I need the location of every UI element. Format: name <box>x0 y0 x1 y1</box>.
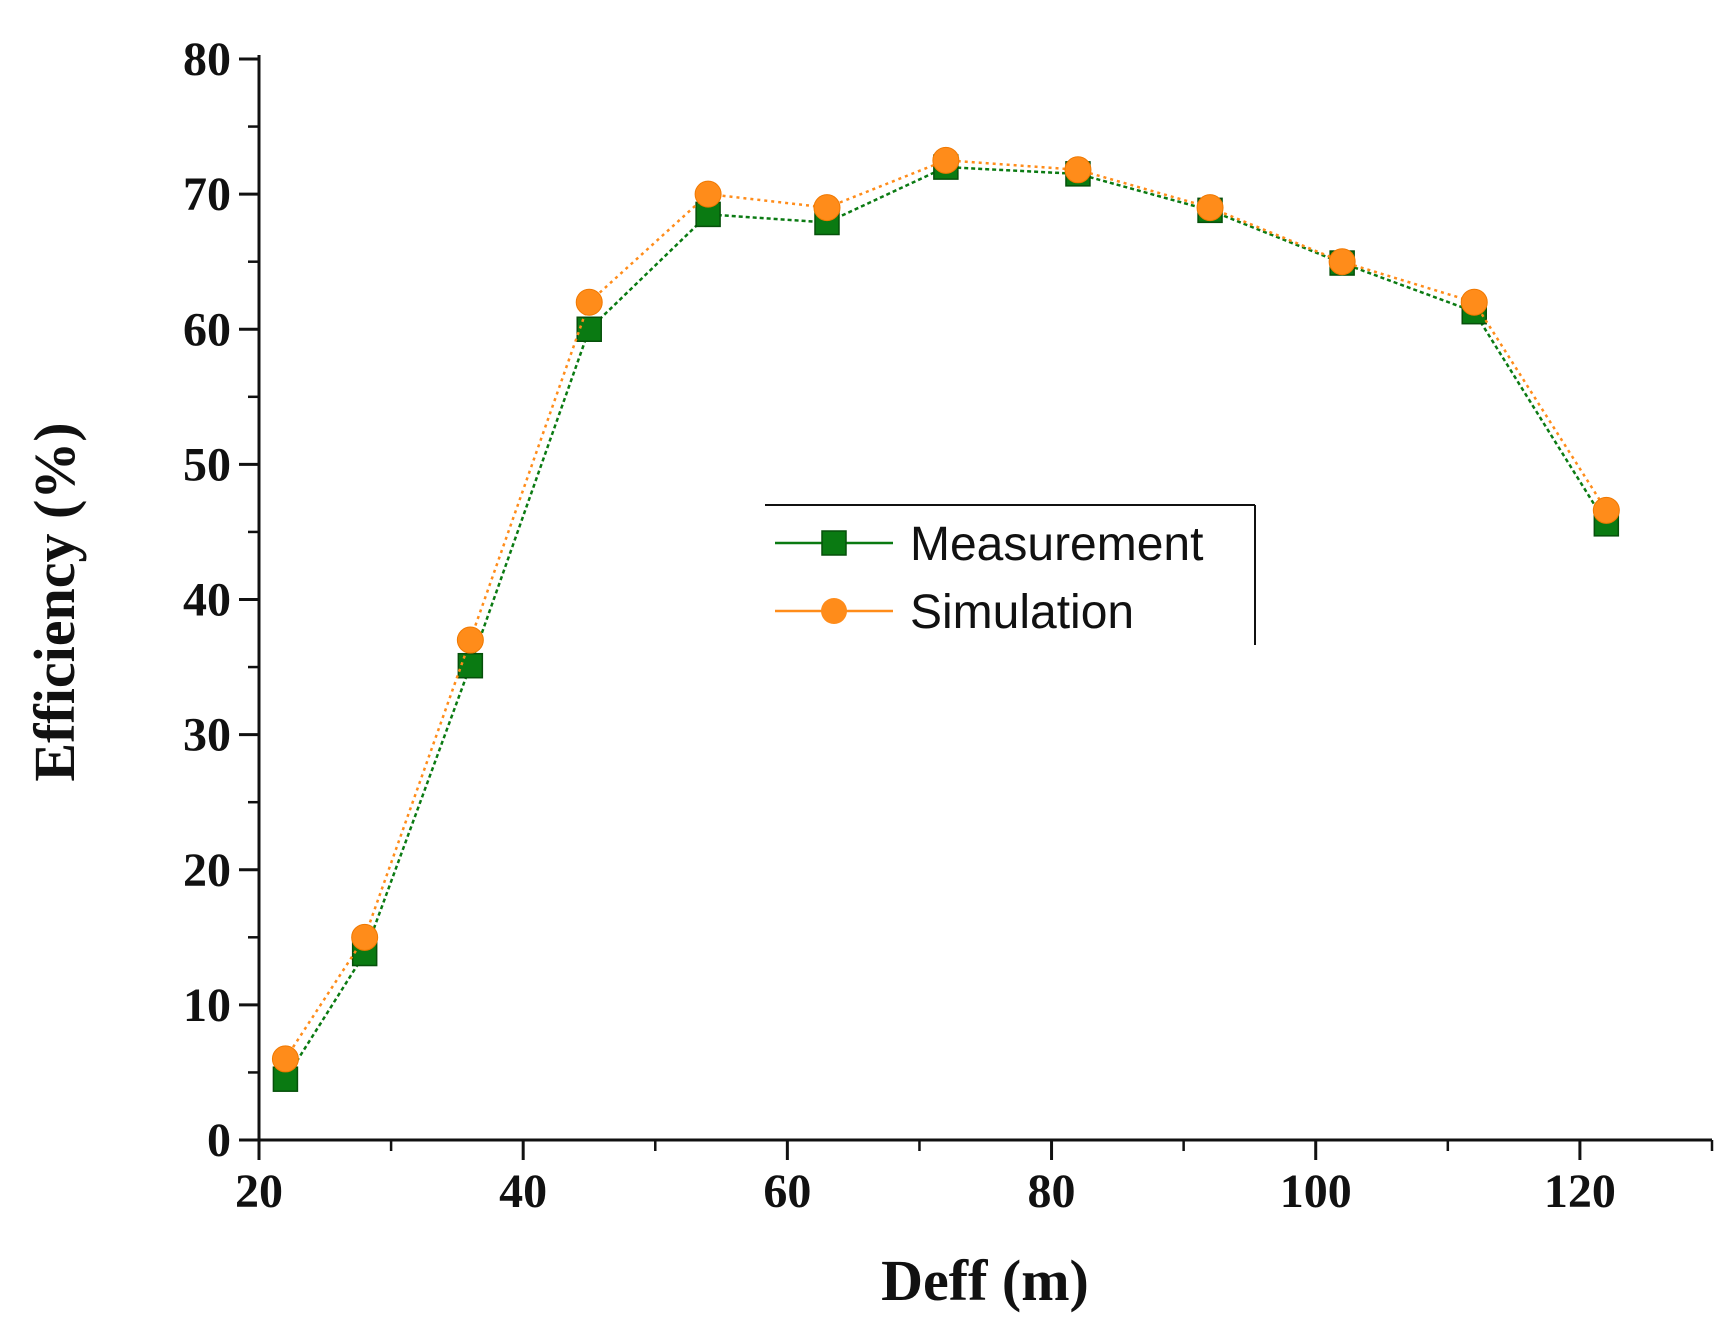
y-axis-title: Efficiency (%) <box>22 422 87 781</box>
legend-label-simulation: Simulation <box>910 586 1134 639</box>
data-point-simulation <box>1328 248 1356 276</box>
series <box>271 146 1620 1092</box>
data-point-simulation <box>813 194 841 222</box>
y-tick-label-0: 0 <box>207 1114 231 1167</box>
series-line-simulation <box>284 159 1608 1060</box>
y-tick-label-30: 30 <box>183 709 231 762</box>
y-tick-label-10: 10 <box>183 979 231 1032</box>
data-point-simulation <box>351 923 379 951</box>
data-point-simulation <box>1196 194 1224 222</box>
legend-item-measurement: Measurement <box>775 518 1203 571</box>
y-tick-label-60: 60 <box>183 303 231 356</box>
data-point-simulation <box>1592 496 1620 524</box>
data-point-simulation <box>1460 288 1488 316</box>
x-tick-label-60: 60 <box>763 1165 811 1218</box>
y-tick-label-20: 20 <box>183 844 231 897</box>
y-tick-label-70: 70 <box>183 168 231 221</box>
data-point-simulation <box>575 288 603 316</box>
legend-marker-simulation <box>821 598 847 624</box>
legend: Measurement Simulation <box>765 504 1256 645</box>
data-point-measurement <box>576 316 602 342</box>
series-simulation <box>271 146 1620 1073</box>
data-point-simulation <box>932 146 960 174</box>
x-axis-title: Deff (m) <box>881 1248 1089 1313</box>
y-tick-label-50: 50 <box>183 438 231 491</box>
legend-item-simulation: Simulation <box>775 586 1134 639</box>
y-tick-label-40: 40 <box>183 574 231 627</box>
x-tick-label-120: 120 <box>1544 1165 1616 1218</box>
series-line-measurement <box>284 165 1608 1080</box>
x-tick-label-100: 100 <box>1280 1165 1352 1218</box>
data-point-simulation <box>271 1045 299 1073</box>
legend-marker-measurement <box>821 530 847 556</box>
legend-label-measurement: Measurement <box>910 518 1203 571</box>
y-tick-label-80: 80 <box>183 33 231 86</box>
x-tick-label-20: 20 <box>235 1165 283 1218</box>
axes: 0 10 20 30 40 50 60 70 80 20 40 60 80 100 120 <box>183 33 1714 1218</box>
data-point-simulation <box>1064 156 1092 184</box>
x-tick-label-40: 40 <box>499 1165 547 1218</box>
x-tick-label-80: 80 <box>1028 1165 1076 1218</box>
data-point-simulation <box>694 180 722 208</box>
data-point-simulation <box>456 626 484 654</box>
data-point-measurement <box>457 652 484 679</box>
